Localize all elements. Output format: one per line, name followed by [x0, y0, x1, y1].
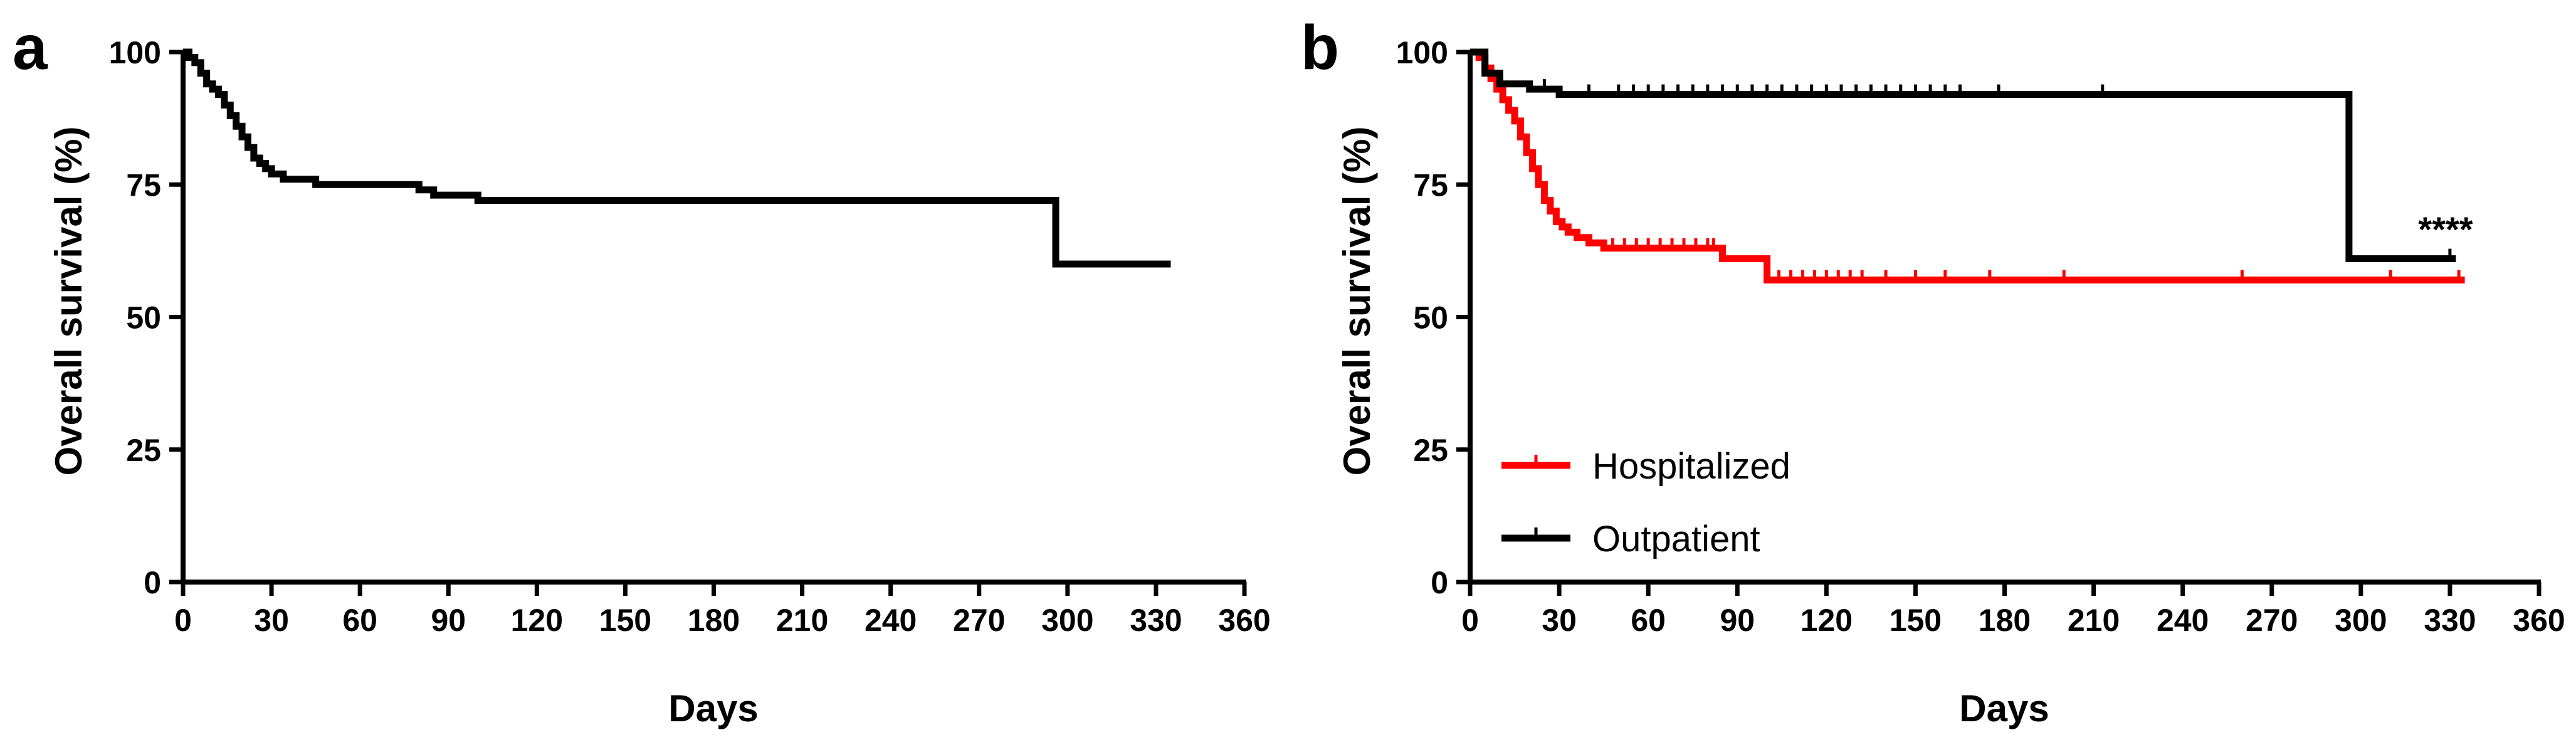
legend-outpatient-label: Outpatient — [1592, 519, 1760, 559]
panel-b-x-tick-label: 300 — [2335, 603, 2387, 638]
panel-b-x-tick-label: 240 — [2157, 603, 2209, 638]
panel-b-x-tick-label: 0 — [1461, 603, 1479, 638]
panel-a-x-tick-label: 90 — [431, 603, 466, 638]
panel-a-y-tick-label: 50 — [126, 300, 161, 336]
panel-b-x-tick-label: 60 — [1631, 603, 1666, 638]
panel-a-y-axis-title: Overall survival (%) — [48, 127, 90, 476]
panel-a-x-tick-label: 180 — [688, 603, 740, 638]
panel-a-x-tick-label: 330 — [1130, 603, 1182, 638]
panel-a-x-tick-label: 270 — [953, 603, 1005, 638]
panel-b-letter: b — [1301, 13, 1339, 83]
panel-b-y-tick-label: 75 — [1413, 167, 1448, 203]
panel-b-y-tick-label: 100 — [1396, 35, 1448, 70]
significance-annotation: **** — [2418, 209, 2473, 249]
panel-b-x-tick-label: 150 — [1890, 603, 1942, 638]
panel-b-y-tick-label: 50 — [1413, 300, 1448, 336]
legend: Hospitalized Outpatient — [1501, 446, 1790, 559]
panel-b-chart: b Overall survival (%) Days **** Hospita… — [1301, 13, 2565, 729]
panel-a-y-tick-label: 100 — [109, 35, 161, 70]
panel-a-x-tick-label: 60 — [342, 603, 377, 638]
panel-a-x-tick-label: 120 — [511, 603, 563, 638]
panel-a-x-tick-label: 30 — [254, 603, 289, 638]
panel-b-x-tick-label: 120 — [1801, 603, 1853, 638]
panel-b-x-tick-label: 360 — [2513, 603, 2565, 638]
panel-a-y-tick-label: 75 — [126, 167, 161, 203]
panel-a-x-tick-label: 0 — [174, 603, 192, 638]
panel-a-x-tick-label: 150 — [599, 603, 651, 638]
panel-a-x-tick-label: 360 — [1218, 603, 1270, 638]
panel-a-chart: a Overall survival (%) Days 0 25 50 75 100 0 3… — [13, 13, 1271, 729]
panel-b-x-tick-label: 210 — [2068, 603, 2120, 638]
panel-a-x-tick-label: 300 — [1041, 603, 1093, 638]
panel-a-x-tick-label: 210 — [776, 603, 828, 638]
panel-b-x-axis-title: Days — [1959, 687, 2049, 729]
panel-b-x-tick-label: 270 — [2246, 603, 2298, 638]
panel-b-x-tick-label: 30 — [1542, 603, 1577, 638]
panel-b-y-axis-title: Overall survival (%) — [1336, 127, 1378, 476]
panel-b-series-outpatient-line — [1470, 48, 2456, 263]
panel-a-y-tick-label: 0 — [144, 565, 161, 600]
panel-b-y-tick-label: 0 — [1431, 565, 1448, 600]
panel-a-x-axis-title: Days — [668, 687, 758, 729]
panel-a-letter: a — [13, 13, 48, 83]
panel-b-x-tick-label: 180 — [1979, 603, 2031, 638]
panel-b-x-tick-label: 330 — [2424, 603, 2476, 638]
panel-a-series-overall-line — [183, 48, 1171, 268]
legend-hospitalized-label: Hospitalized — [1592, 446, 1790, 487]
panel-a-y-tick-label: 25 — [126, 433, 161, 468]
panel-b-y-tick-label: 25 — [1413, 433, 1448, 468]
panel-b-x-tick-label: 90 — [1720, 603, 1755, 638]
panel-a-x-tick-label: 240 — [865, 603, 917, 638]
